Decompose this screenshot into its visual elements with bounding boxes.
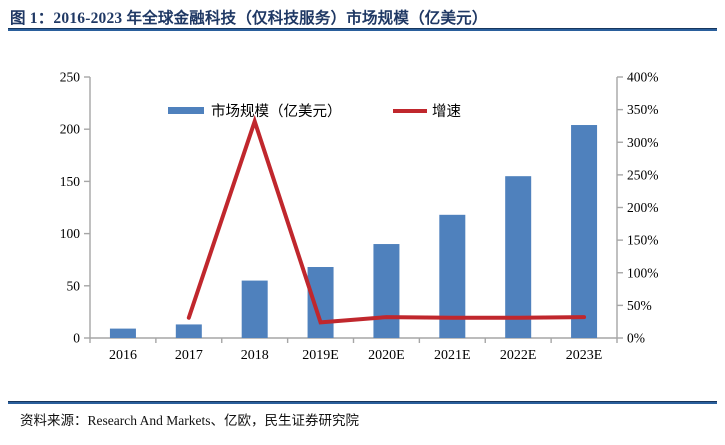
y-left-tick-label: 250 (60, 70, 81, 85)
x-tick-label: 2016 (109, 348, 137, 363)
x-tick-label: 2020E (368, 348, 405, 363)
bar-legend-swatch (168, 107, 204, 114)
bar-2018 (241, 280, 268, 338)
y-left-tick-label: 200 (60, 122, 81, 137)
y-right-tick-label: 150% (627, 233, 659, 248)
legend-label-growth: 增速 (432, 104, 461, 120)
bar-2023E (571, 125, 598, 338)
y-left-tick-label: 150 (60, 174, 81, 189)
x-tick-label: 2023E (566, 348, 603, 363)
bar-2022E (505, 176, 532, 338)
market-size-growth-chart: 0 50 100 150 200 250 0% 50% 100% 150% 200% 250% 300%… (60, 70, 659, 364)
y-right-tick-label: 0% (627, 331, 645, 346)
x-tick-label: 2019E (302, 348, 339, 363)
legend-item-growth: 增速 (393, 100, 461, 121)
bar-2017 (175, 324, 202, 338)
x-tick-label: 2022E (500, 348, 537, 363)
y-right-tick-label: 350% (627, 102, 659, 117)
x-tick-label: 2018 (241, 348, 269, 363)
growth-line (186, 115, 587, 325)
bar-2016 (109, 328, 136, 338)
x-tick-label: 2017 (175, 348, 203, 363)
figure-title: 图 1：2016-2023 年全球金融科技（仅科技服务）市场规模（亿美元） (10, 10, 488, 27)
y-right-tick-label: 400% (627, 70, 659, 85)
y-right-tick-label: 200% (627, 200, 659, 215)
line-legend-swatch (393, 108, 427, 113)
x-tick-label: 2021E (434, 348, 471, 363)
source-note: 资料来源：Research And Markets、亿欧，民生证券研究院 (20, 413, 359, 428)
y-right-tick-label: 100% (627, 265, 659, 280)
y-left-tick-label: 100 (60, 226, 81, 241)
y-right-tick-label: 300% (627, 135, 659, 150)
title-underline (8, 28, 717, 31)
y-right-tick-label: 50% (627, 298, 652, 313)
bar-2019E (307, 267, 334, 338)
footer-divider (8, 401, 717, 404)
legend-label-market-size: 市场规模（亿美元） (211, 104, 342, 120)
y-left-tick-label: 50 (67, 278, 81, 293)
legend-item-market-size: 市场规模（亿美元） (168, 100, 342, 121)
y-left-tick-label: 0 (73, 331, 80, 346)
bar-2020E (373, 244, 400, 338)
y-right-tick-label: 250% (627, 167, 659, 182)
